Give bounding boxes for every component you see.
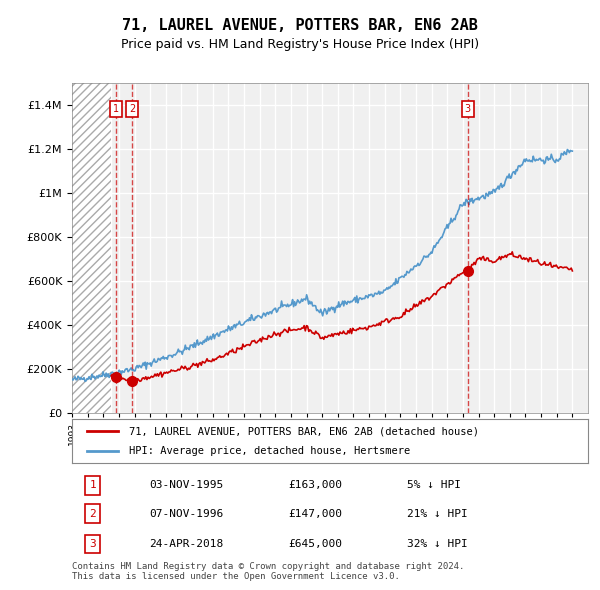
Bar	[72, 83, 111, 413]
Text: 2: 2	[89, 509, 96, 519]
Text: £163,000: £163,000	[289, 480, 343, 490]
Text: £645,000: £645,000	[289, 539, 343, 549]
Text: 5% ↓ HPI: 5% ↓ HPI	[407, 480, 461, 490]
Text: £147,000: £147,000	[289, 509, 343, 519]
Text: 21% ↓ HPI: 21% ↓ HPI	[407, 509, 468, 519]
Text: 32% ↓ HPI: 32% ↓ HPI	[407, 539, 468, 549]
Text: HPI: Average price, detached house, Hertsmere: HPI: Average price, detached house, Hert…	[129, 446, 410, 455]
Text: 3: 3	[464, 104, 471, 114]
Text: 2: 2	[129, 104, 136, 114]
Text: 07-NOV-1996: 07-NOV-1996	[149, 509, 224, 519]
Text: 3: 3	[89, 539, 96, 549]
Text: 24-APR-2018: 24-APR-2018	[149, 539, 224, 549]
Text: 71, LAUREL AVENUE, POTTERS BAR, EN6 2AB (detached house): 71, LAUREL AVENUE, POTTERS BAR, EN6 2AB …	[129, 427, 479, 436]
Text: 03-NOV-1995: 03-NOV-1995	[149, 480, 224, 490]
Text: 71, LAUREL AVENUE, POTTERS BAR, EN6 2AB: 71, LAUREL AVENUE, POTTERS BAR, EN6 2AB	[122, 18, 478, 32]
Text: 1: 1	[113, 104, 119, 114]
Text: Price paid vs. HM Land Registry's House Price Index (HPI): Price paid vs. HM Land Registry's House …	[121, 38, 479, 51]
Text: 1: 1	[89, 480, 96, 490]
Text: Contains HM Land Registry data © Crown copyright and database right 2024.
This d: Contains HM Land Registry data © Crown c…	[72, 562, 464, 581]
Bar	[72, 83, 111, 413]
